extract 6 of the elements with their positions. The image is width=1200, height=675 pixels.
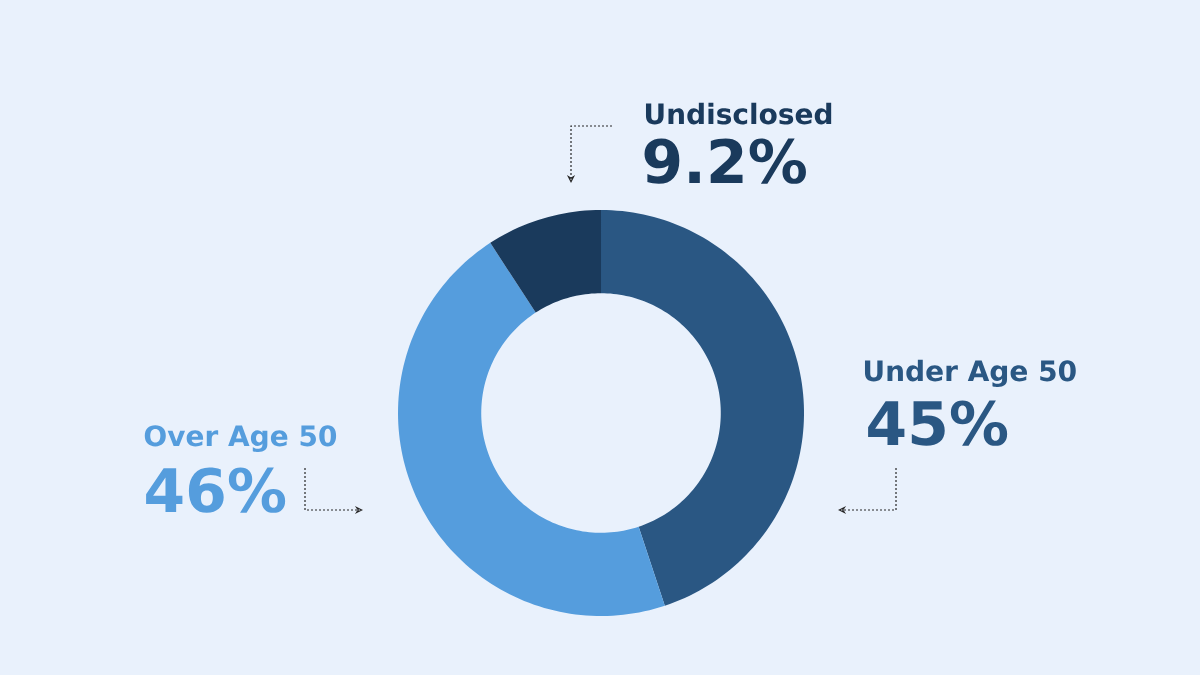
slice-label: Undisclosed [645,102,832,125]
slice-label: Over Age 50 [144,425,337,453]
slice-label: Under Age 50 [864,359,1076,388]
data-label: 9.2% [644,138,806,184]
data-label: 46% [146,467,286,513]
data-label: 45% [868,400,1008,446]
